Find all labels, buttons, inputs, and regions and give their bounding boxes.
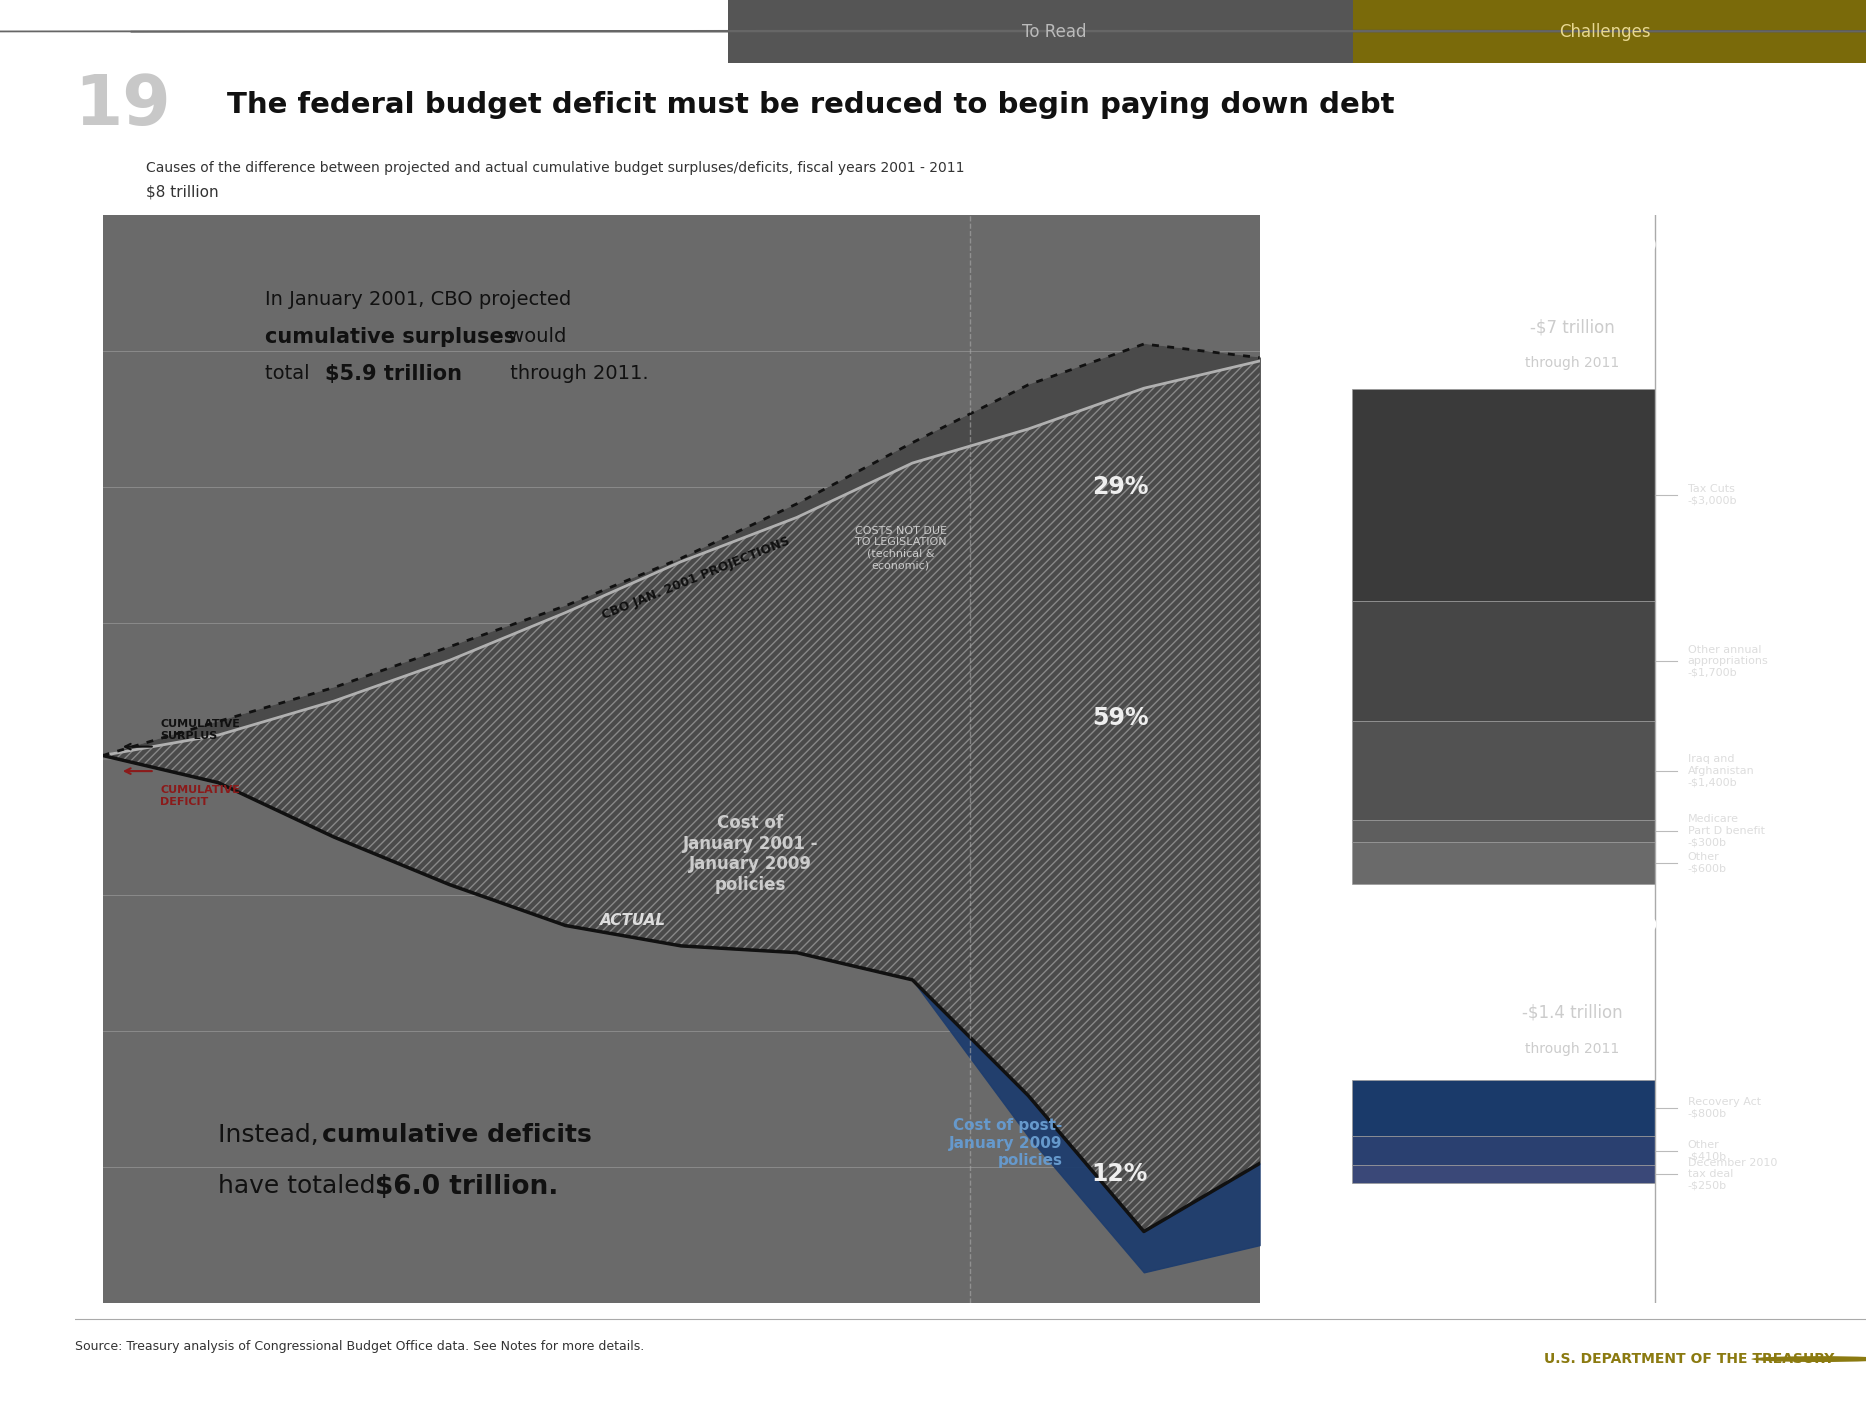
Bar	[1351, 1165, 1655, 1184]
Text: To Read: To Read	[1023, 22, 1086, 41]
Text: through 2011: through 2011	[1525, 357, 1620, 371]
Bar	[1353, 0, 1866, 63]
Text: Other
-$600b: Other -$600b	[1687, 852, 1726, 873]
Bar	[1351, 389, 1655, 601]
Text: CUMULATIVE
DEFICIT: CUMULATIVE DEFICIT	[160, 785, 241, 807]
Text: Other
-$410b: Other -$410b	[1687, 1140, 1726, 1161]
Text: Challenges: Challenges	[1558, 22, 1651, 41]
Text: Causes of the difference between projected and actual cumulative budget surpluse: Causes of the difference between project…	[146, 161, 965, 176]
Text: Jan. 2001 - Jan. 2009: Jan. 2001 - Jan. 2009	[1476, 237, 1668, 254]
Text: In January 2001, CBO projected: In January 2001, CBO projected	[265, 289, 571, 309]
Text: would: would	[502, 327, 565, 345]
Text: 29%: 29%	[1092, 475, 1148, 498]
Text: Tax Cuts
-$3,000b: Tax Cuts -$3,000b	[1687, 484, 1737, 505]
Text: total: total	[265, 365, 315, 383]
Text: Other annual
appropriations
-$1,700b: Other annual appropriations -$1,700b	[1687, 644, 1769, 678]
Text: -$1.4 trillion: -$1.4 trillion	[1523, 1004, 1622, 1022]
Text: cumulative deficits: cumulative deficits	[323, 1123, 592, 1147]
Text: CBO JAN. 2001 PROJECTIONS: CBO JAN. 2001 PROJECTIONS	[601, 535, 791, 622]
Text: through 2011: through 2011	[1525, 1042, 1620, 1056]
Text: -$7 trillion: -$7 trillion	[1530, 319, 1614, 336]
Text: Cost of
January 2001 -
January 2009
policies: Cost of January 2001 - January 2009 poli…	[683, 814, 819, 894]
Text: $8 trillion: $8 trillion	[146, 184, 218, 199]
Text: Policies: Policies	[1530, 960, 1614, 979]
Text: 59%: 59%	[1092, 706, 1148, 730]
Text: 12%: 12%	[1092, 1161, 1148, 1186]
Text: through 2011.: through 2011.	[504, 365, 649, 383]
Text: Recovery Act
-$800b: Recovery Act -$800b	[1687, 1098, 1762, 1119]
Circle shape	[1752, 1356, 1866, 1362]
Text: Medicare
Part D benefit
-$300b: Medicare Part D benefit -$300b	[1687, 814, 1765, 848]
Text: Post-January 2009: Post-January 2009	[1487, 917, 1657, 935]
Text: Instead,: Instead,	[218, 1123, 327, 1147]
Text: $6.0 trillion.: $6.0 trillion.	[375, 1174, 558, 1199]
Text: The federal budget deficit must be reduced to begin paying down debt: The federal budget deficit must be reduc…	[228, 91, 1394, 119]
Bar	[1351, 841, 1655, 885]
Text: cumulative surpluses: cumulative surpluses	[265, 327, 515, 347]
Text: 19: 19	[75, 72, 172, 139]
Bar	[1351, 1136, 1655, 1165]
Bar	[1351, 820, 1655, 841]
Bar	[1351, 1080, 1655, 1136]
Text: $5.9 trillion: $5.9 trillion	[325, 365, 461, 385]
Text: Iraq and
Afghanistan
-$1,400b: Iraq and Afghanistan -$1,400b	[1687, 754, 1754, 788]
Text: Source: Treasury analysis of Congressional Budget Office data. See Notes for mor: Source: Treasury analysis of Congression…	[75, 1339, 644, 1353]
Text: December 2010
tax deal
-$250b: December 2010 tax deal -$250b	[1687, 1158, 1776, 1191]
Text: COSTS NOT DUE
TO LEGISLATION
(technical &
economic): COSTS NOT DUE TO LEGISLATION (technical …	[855, 525, 946, 570]
Text: U.S. DEPARTMENT OF THE TREASURY: U.S. DEPARTMENT OF THE TREASURY	[1543, 1352, 1834, 1366]
Bar	[728, 0, 1353, 63]
Text: Cost of post-
January 2009
policies: Cost of post- January 2009 policies	[950, 1118, 1064, 1168]
Bar	[1351, 722, 1655, 820]
Text: have totaled: have totaled	[218, 1174, 384, 1198]
Text: CUMULATIVE
SURPLUS: CUMULATIVE SURPLUS	[160, 719, 241, 741]
Text: ACTUAL: ACTUAL	[601, 914, 666, 928]
Bar	[1351, 601, 1655, 722]
Text: Policies: Policies	[1530, 275, 1614, 293]
